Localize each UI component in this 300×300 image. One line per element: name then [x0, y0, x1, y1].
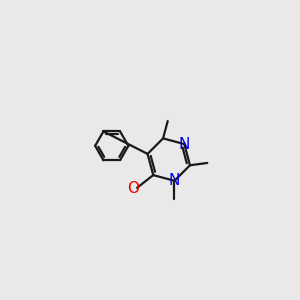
Text: O: O [128, 182, 140, 196]
Text: N: N [169, 173, 180, 188]
Text: N: N [178, 136, 190, 152]
